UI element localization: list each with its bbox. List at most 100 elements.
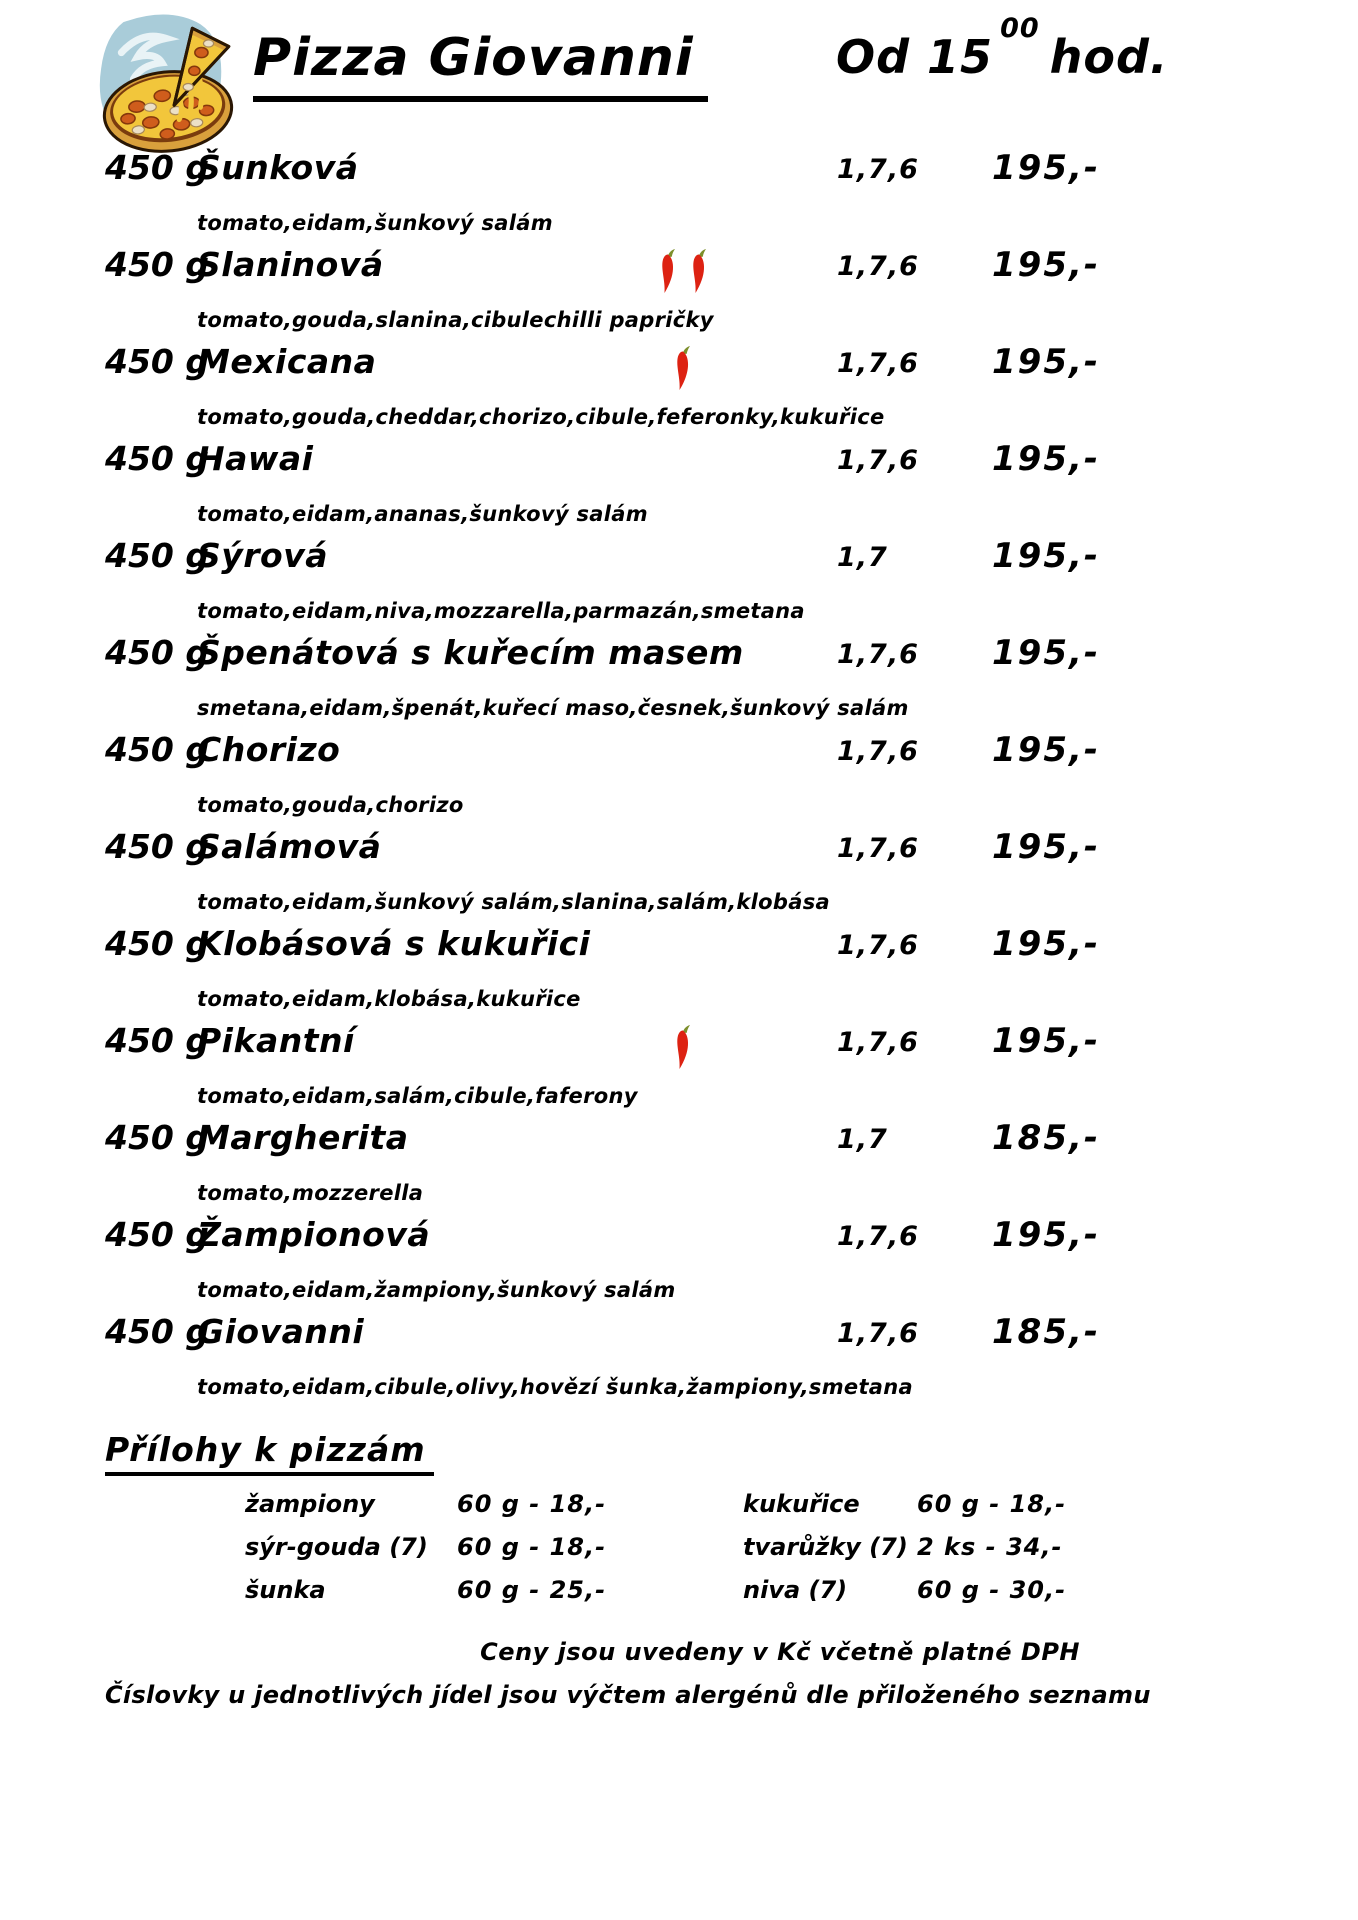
menu-item: 450 g Žampionová 1,7,6 195,- tomato,eida… [105, 1213, 1295, 1310]
side-name: sýr-gouda (7) [245, 1533, 428, 1561]
menu-item-row: 450 g Šunková 1,7,6 195,- [105, 146, 1295, 208]
item-allergens: 1,7,6 [837, 348, 919, 379]
sides-row: žampiony 60 g - 18,- kukuřice 60 g - 18,… [245, 1488, 1145, 1531]
sides-row: sýr-gouda (7) 60 g - 18,- tvarůžky (7) 2… [245, 1531, 1145, 1574]
item-weight: 450 g [105, 536, 209, 575]
footer-vat-note: Ceny jsou uvedeny v Kč včetně platné DPH [480, 1638, 1080, 1666]
item-allergens: 1,7,6 [837, 1221, 919, 1252]
item-weight: 450 g [105, 633, 209, 672]
item-weight: 450 g [105, 730, 209, 769]
item-name: Sýrová [197, 536, 329, 575]
item-weight: 450 g [105, 827, 209, 866]
chili-icons [637, 728, 725, 790]
item-weight: 450 g [105, 245, 209, 284]
item-weight: 450 g [105, 1215, 209, 1254]
item-name: Slaninová [197, 245, 384, 284]
item-description: tomato,gouda,cheddar,chorizo,cibule,fefe… [197, 405, 885, 429]
menu-item-row: 450 g Mexicana 1,7,6 195,- [105, 340, 1295, 402]
item-price: 195,- [992, 342, 1100, 382]
footer-notes: Ceny jsou uvedeny v Kč včetně platné DPH… [105, 1638, 1151, 1709]
item-weight: 450 g [105, 1118, 209, 1157]
item-allergens: 1,7 [837, 1124, 888, 1155]
side-price: 60 g - 30,- [917, 1576, 1067, 1604]
chili-icons [637, 1213, 725, 1275]
item-weight: 450 g [105, 439, 209, 478]
item-allergens: 1,7,6 [837, 930, 919, 961]
menu-item: 450 g Špenátová s kuřecím masem 1,7,6 19… [105, 631, 1295, 728]
item-price: 195,- [992, 245, 1100, 285]
chili-icons [637, 437, 725, 499]
item-name: Žampionová [197, 1215, 431, 1254]
item-name: Salámová [197, 827, 382, 866]
item-description: smetana,eidam,špenát,kuřecí maso,česnek,… [197, 696, 909, 720]
hours-suffix: hod. [1049, 30, 1169, 84]
chili-icons [637, 1116, 725, 1178]
menu-item-row: 450 g Salámová 1,7,6 195,- [105, 825, 1295, 887]
item-description: tomato,gouda,chorizo [197, 793, 464, 817]
item-price: 195,- [992, 633, 1100, 673]
chili-icons [637, 631, 725, 693]
chili-pepper-icon [677, 1025, 690, 1069]
chili-pepper-icon [692, 249, 706, 293]
item-description: tomato,mozzerella [197, 1181, 424, 1205]
item-price: 195,- [992, 730, 1100, 770]
item-weight: 450 g [105, 342, 209, 381]
item-price: 195,- [992, 148, 1100, 188]
item-allergens: 1,7,6 [837, 445, 919, 476]
item-weight: 450 g [105, 148, 209, 187]
pizza-logo [93, 12, 245, 156]
item-description: tomato,eidam,niva,mozzarella,parmazán,sm… [197, 599, 805, 623]
menu-item: 450 g Slaninová 1,7,6 195,- tomato,gouda… [105, 243, 1295, 340]
item-description: tomato,eidam,salám,cibule,faferony [197, 1084, 638, 1108]
hours-superscript: 00 [1000, 12, 1040, 44]
item-allergens: 1,7,6 [837, 1027, 919, 1058]
item-name: Chorizo [197, 730, 341, 769]
restaurant-title: Pizza Giovanni [253, 28, 708, 102]
menu-item: 450 g Margherita 1,7 185,- tomato,mozzer… [105, 1116, 1295, 1213]
item-weight: 450 g [105, 1312, 209, 1351]
item-description: tomato,eidam,klobása,kukuřice [197, 987, 581, 1011]
menu-item: 450 g Hawai 1,7,6 195,- tomato,eidam,ana… [105, 437, 1295, 534]
side-price: 60 g - 18,- [917, 1490, 1067, 1518]
chili-icons [637, 825, 725, 887]
item-description: tomato,eidam,žampiony,šunkový salám [197, 1278, 676, 1302]
side-price: 60 g - 25,- [457, 1576, 607, 1604]
item-description: tomato,eidam,šunkový salám [197, 211, 553, 235]
item-name: Hawai [197, 439, 314, 478]
item-price: 195,- [992, 827, 1100, 867]
menu-item: 450 g Pikantní 1,7,6 195,- tomato,eidam,… [105, 1019, 1295, 1116]
item-description: tomato,eidam,šunkový salám,slanina,salám… [197, 890, 830, 914]
menu-item-row: 450 g Slaninová 1,7,6 195,- [105, 243, 1295, 305]
menu-item-row: 450 g Sýrová 1,7 195,- [105, 534, 1295, 596]
sides-table: žampiony 60 g - 18,- kukuřice 60 g - 18,… [245, 1488, 1145, 1617]
footer-allergen-note: Číslovky u jednotlivých jídel jsou výčte… [105, 1681, 1151, 1709]
item-name: Šunková [197, 148, 359, 187]
item-allergens: 1,7,6 [837, 154, 919, 185]
chili-icons [637, 1310, 725, 1372]
chili-pepper-icon [661, 249, 675, 293]
opening-hours: Od 1500 hod. [836, 13, 1169, 84]
side-price: 60 g - 18,- [457, 1533, 607, 1561]
item-price: 195,- [992, 924, 1100, 964]
menu-item-row: 450 g Margherita 1,7 185,- [105, 1116, 1295, 1178]
item-description: tomato,eidam,cibule,olivy,hovězí šunka,ž… [197, 1375, 913, 1399]
item-allergens: 1,7,6 [837, 1318, 919, 1349]
chili-icons [637, 922, 725, 984]
chili-icons [637, 146, 725, 208]
item-name: Mexicana [197, 342, 377, 381]
menu-item-row: 450 g Klobásová s kukuřici 1,7,6 195,- [105, 922, 1295, 984]
item-weight: 450 g [105, 1021, 209, 1060]
side-name: žampiony [245, 1490, 375, 1518]
side-price: 60 g - 18,- [457, 1490, 607, 1518]
menu-item-row: 450 g Hawai 1,7,6 195,- [105, 437, 1295, 499]
item-allergens: 1,7,6 [837, 833, 919, 864]
side-name: kukuřice [743, 1490, 860, 1518]
item-name: Pikantní [197, 1021, 355, 1060]
menu-item: 450 g Chorizo 1,7,6 195,- tomato,gouda,c… [105, 728, 1295, 825]
chili-icons [637, 340, 725, 402]
menu-item-row: 450 g Giovanni 1,7,6 185,- [105, 1310, 1295, 1372]
sides-row: šunka 60 g - 25,- niva (7) 60 g - 30,- [245, 1574, 1145, 1617]
hours-prefix: Od 15 [836, 30, 994, 84]
menu-item: 450 g Giovanni 1,7,6 185,- tomato,eidam,… [105, 1310, 1295, 1407]
side-name: tvarůžky (7) [743, 1533, 908, 1561]
